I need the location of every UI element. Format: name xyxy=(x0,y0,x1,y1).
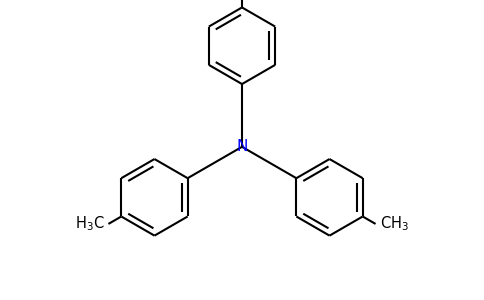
Text: H$_3$C: H$_3$C xyxy=(75,214,104,233)
Text: CH$_3$: CH$_3$ xyxy=(380,214,409,233)
Text: N: N xyxy=(236,139,248,154)
